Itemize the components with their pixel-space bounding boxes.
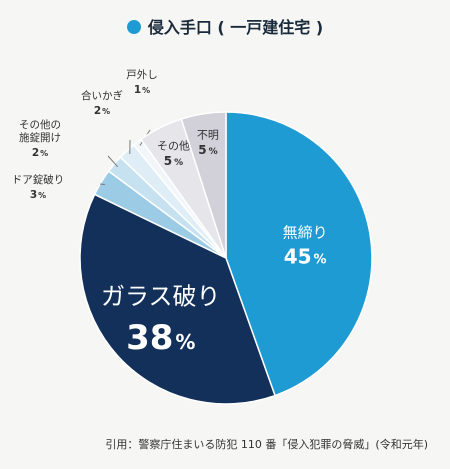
chart-title: 侵入手口 ( 一戸建住宅 ): [0, 14, 450, 38]
slice-1-value: 45%: [284, 244, 327, 268]
source-citation: 引用：警察庁住まいる防犯 110 番「侵入犯罪の脅威」(令和元年): [105, 438, 428, 451]
slice-3-name: ドア錠破り: [12, 173, 65, 186]
slice-5-value: 2%: [94, 105, 110, 117]
slice-4-name: 施錠開け: [19, 131, 61, 144]
slice-6-value: 1%: [134, 84, 150, 96]
slice-7-value: 5%: [164, 154, 183, 168]
slice-4-leader: [107, 155, 119, 168]
slice-1-label: 無締り 45%: [283, 223, 328, 268]
slice-5-name: 合いかぎ: [81, 89, 123, 102]
slice-8-label: 不明 5%: [197, 128, 219, 157]
slice-2-name: ガラス破り: [101, 283, 221, 311]
slice-3-label: ドア錠破り 3%: [12, 173, 105, 201]
slice-6-label: 戸外し 1%: [126, 69, 158, 146]
slice-2-label: ガラス破り 38%: [101, 283, 221, 358]
slice-8-wedge: [180, 111, 227, 259]
slice-3-leader: [99, 183, 105, 186]
slice-1-name: 無締り: [283, 223, 328, 241]
chart-title-text: 侵入手口 ( 一戸建住宅 ): [147, 18, 324, 37]
slice-8-name: 不明: [197, 128, 219, 141]
slice-6-name: 戸外し: [126, 69, 158, 81]
slice-8-value: 5%: [198, 143, 217, 157]
slice-3-value: 3%: [30, 189, 46, 201]
title-bullet-icon: [126, 20, 141, 34]
slice-1-wedge: [225, 111, 373, 397]
slice-2-value: 38%: [126, 318, 195, 358]
slice-7-name: その他: [157, 139, 190, 152]
slice-4-value: 2%: [32, 147, 48, 159]
slice-5-label: 合いかぎ 2%: [81, 89, 131, 155]
slice-2-wedge: [79, 193, 276, 405]
slice-7-label: その他 5%: [157, 139, 190, 168]
slice-4-name: その他の: [19, 118, 61, 131]
